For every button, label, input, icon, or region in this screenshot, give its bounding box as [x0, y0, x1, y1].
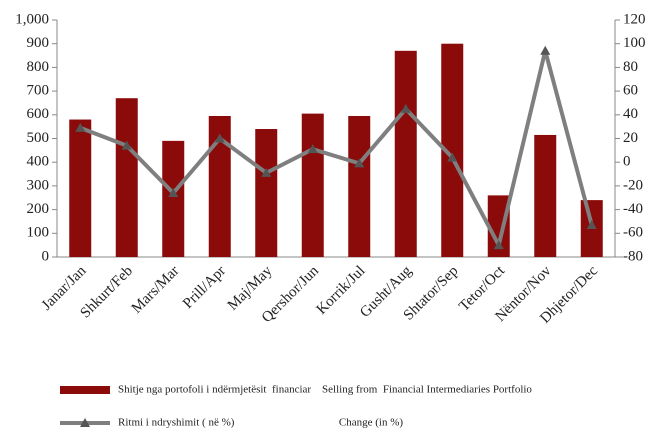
marker	[493, 240, 504, 250]
y2-tick-label: -40	[623, 201, 643, 217]
legend-marker	[80, 418, 90, 427]
marker	[400, 103, 411, 113]
y-tick-label: 100	[27, 225, 50, 241]
y-tick-label: 500	[27, 130, 50, 146]
y-tick-label: 800	[27, 59, 50, 75]
y-tick-label: 400	[27, 154, 50, 170]
y-tick-label: 600	[27, 106, 50, 122]
marker	[121, 140, 132, 150]
marker	[307, 144, 318, 154]
y-tick-label: 700	[27, 83, 50, 99]
x-tick-label: Mars/Mar	[129, 263, 183, 317]
bar	[255, 129, 278, 257]
legend-label: Ritmi i ndryshimit ( në %) Change (in %)	[118, 417, 403, 429]
y2-tick-label: 0	[623, 154, 631, 170]
marker	[214, 133, 225, 143]
bar	[162, 140, 185, 257]
x-tick-label: Prill/Apr	[180, 263, 229, 312]
y-tick-label: 1,000	[15, 11, 49, 27]
bar	[348, 115, 371, 257]
y2-tick-label: -80	[623, 248, 643, 264]
marker	[586, 220, 597, 230]
bar	[115, 98, 138, 258]
y2-tick-label: 100	[623, 35, 646, 51]
marker	[168, 188, 179, 198]
marker	[447, 152, 458, 162]
bar	[69, 119, 92, 257]
line	[79, 48, 594, 248]
marker	[261, 167, 272, 177]
y2-tick-label: 40	[623, 106, 638, 122]
y-tick-label: 0	[42, 248, 50, 264]
y2-tick-label: -20	[623, 177, 643, 193]
bar	[301, 113, 324, 258]
y-tick-label: 200	[27, 201, 50, 217]
bar	[441, 43, 464, 258]
bar	[534, 134, 557, 257]
y2-tick-label: 60	[623, 83, 638, 99]
bar	[394, 50, 417, 258]
marker	[540, 45, 551, 55]
legend-label: Shitje nga portofoli i ndërmjetësit fina…	[118, 384, 532, 396]
marker	[354, 158, 365, 168]
marker	[75, 122, 86, 132]
y-tick-label: 300	[27, 177, 50, 193]
y2-tick-label: -60	[623, 225, 643, 241]
legend-swatch	[60, 386, 110, 394]
bar	[487, 195, 510, 257]
y2-tick-label: 20	[623, 130, 638, 146]
bar	[208, 115, 231, 257]
y2-tick-label: 120	[623, 11, 646, 27]
y2-tick-label: 80	[623, 59, 638, 75]
y-tick-label: 900	[27, 35, 50, 51]
